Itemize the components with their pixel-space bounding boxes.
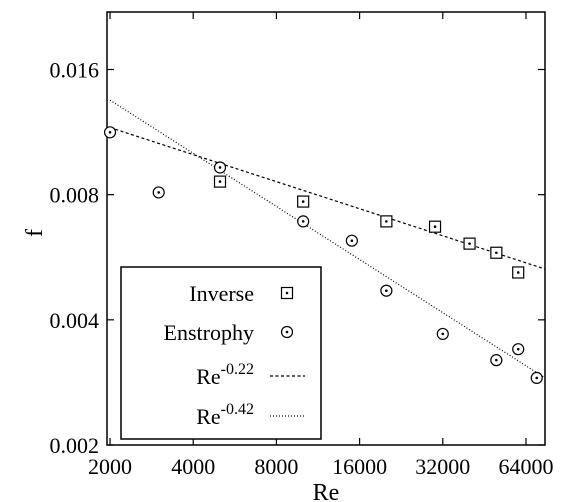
enstrophy-point-0 [103,126,117,139]
plot-frame [106,11,546,446]
legend-label-fit-042: Re-0.42 [196,401,254,429]
enstrophy-point-7 [490,354,503,367]
enstrophy-point-6 [436,327,449,341]
enstrophy-point-1 [152,186,165,199]
marker-center-dot [218,180,222,183]
marker-center-dot [385,220,388,223]
legend-marker-inverse [280,286,294,300]
x-tick-label-1: 4000 [171,454,215,479]
marker-center-dot [433,225,437,228]
marker-center-dot [350,239,354,242]
marker-center-dot [157,191,160,194]
legend: Inverse Enstrophy Re-0.22 Re-0.42 [120,266,322,440]
legend-label-fit-022: Re-0.22 [196,361,254,389]
legend-fit-022-base: Re [196,364,220,389]
inverse-point-4 [463,237,476,250]
enstrophy-point-3 [297,215,310,228]
marker-center-dot [468,242,471,245]
marker-center-dot [516,271,520,274]
marker-center-dot [285,330,289,334]
data-points [103,126,543,385]
y-tick-label-1: 0.004 [50,308,100,333]
x-tick-label-2: 8000 [254,454,298,479]
enstrophy-point-2 [213,161,227,174]
y-tick-label-0: 0.002 [50,433,100,458]
legend-fit-042-base: Re [196,404,220,429]
legend-marker-enstrophy [280,325,294,339]
x-axis: 2000 4000 8000 16000 32000 64000 [88,12,553,479]
inverse-point-5 [490,246,503,259]
inverse-point-2 [380,215,393,228]
y-axis: 0.002 0.004 0.008 0.016 [50,58,545,458]
marker-center-dot [108,131,112,134]
x-tick-label-5: 64000 [498,454,553,479]
legend-fit-042-exponent: -0.42 [221,401,254,418]
inverse-point-0 [213,175,227,188]
enstrophy-point-8 [512,343,525,356]
enstrophy-point-5 [380,284,393,297]
marker-center-dot [285,291,289,295]
legend-label-inverse: Inverse [189,281,254,306]
marker-center-dot [301,200,305,203]
marker-center-dot [495,251,498,255]
y-tick-label-2: 0.008 [50,183,100,208]
fit-line-2 [109,127,546,270]
inverse-point-6 [512,266,525,279]
marker-center-dot [218,166,222,169]
x-tick-label-3: 16000 [332,454,387,479]
marker-center-dot [495,358,498,362]
marker-center-dot [516,347,520,351]
marker-center-dot [535,376,539,380]
enstrophy-point-9 [530,371,543,385]
marker-center-dot [441,332,445,336]
y-tick-label-3: 0.016 [50,58,100,83]
inverse-point-1 [297,195,310,208]
marker-center-dot [385,289,388,293]
fit-line-3 [109,99,546,379]
inverse-point-3 [428,220,442,233]
enstrophy-point-4 [345,234,358,247]
x-tick-label-0: 2000 [88,454,132,479]
legend-fit-022-exponent: -0.22 [221,361,254,378]
marker-center-dot [301,220,305,223]
x-axis-label: Re [313,480,340,502]
x-tick-label-4: 32000 [415,454,470,479]
legend-label-enstrophy: Enstrophy [164,320,254,345]
y-axis-label: f [22,229,48,237]
